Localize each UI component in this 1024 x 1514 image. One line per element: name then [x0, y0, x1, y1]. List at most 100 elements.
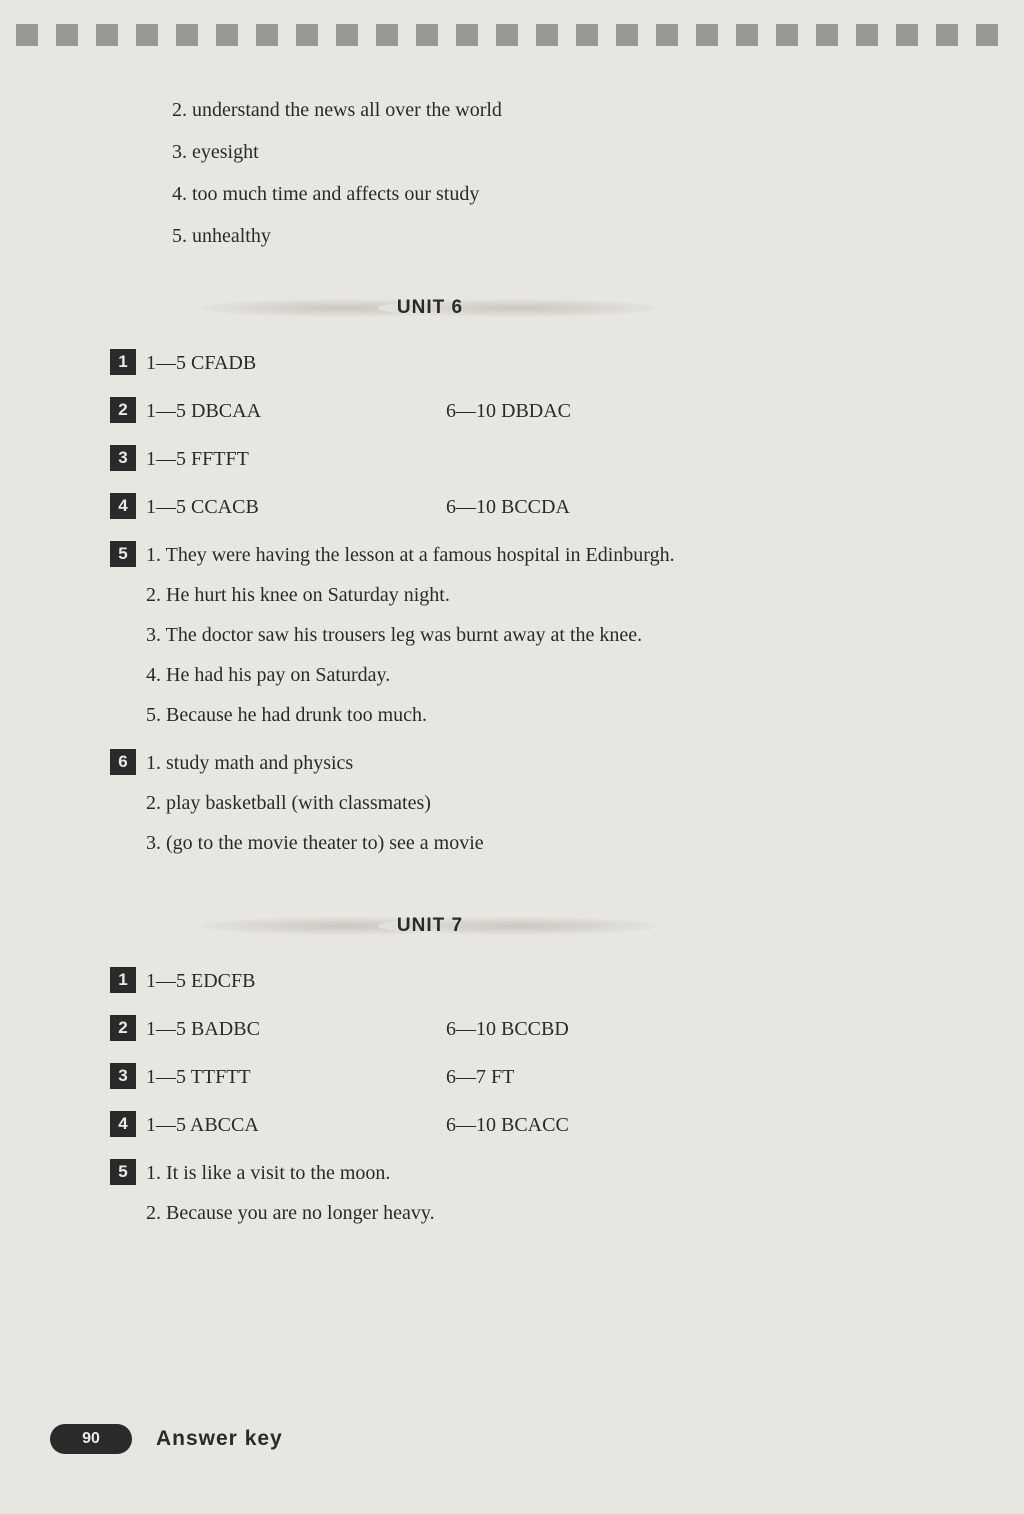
- unit7-body: 1 1—5 EDCFB 2 1—5 BADBC6—10 BCCBD 3 1—5 TTFTT…: [110, 961, 984, 1233]
- unit6-title: UNIT 6: [397, 297, 463, 319]
- border-square: [736, 24, 758, 46]
- answer-col1: 1—5 BADBC: [146, 1009, 446, 1049]
- unit6-section-6: 6 1. study math and physics2. play basket…: [110, 743, 984, 863]
- answer-two-col: 1—5 TTFTT6—7 FT: [146, 1057, 984, 1097]
- answer-line: 2. Because you are no longer heavy.: [146, 1193, 984, 1233]
- unit7-section-1: 1 1—5 EDCFB: [110, 961, 984, 1001]
- answer-col2: [446, 961, 984, 1001]
- section-number-badge: 2: [110, 1015, 136, 1041]
- border-square: [136, 24, 158, 46]
- border-square: [936, 24, 958, 46]
- answer-line: 3. The doctor saw his trousers leg was b…: [146, 615, 984, 655]
- section-number-badge: 2: [110, 397, 136, 423]
- answer-col2: 6—10 DBDAC: [446, 391, 984, 431]
- unit6-header: UNIT 6: [110, 296, 750, 319]
- answer-line: 3. (go to the movie theater to) see a mo…: [146, 823, 984, 863]
- border-square: [416, 24, 438, 46]
- border-square: [496, 24, 518, 46]
- answer-col1: 1—5 DBCAA: [146, 391, 446, 431]
- top-square-border: [16, 24, 1024, 48]
- answer-col2: 6—10 BCCBD: [446, 1009, 984, 1049]
- section-number-badge: 1: [110, 967, 136, 993]
- unit7-section-2: 2 1—5 BADBC6—10 BCCBD: [110, 1009, 984, 1049]
- answer-two-col: 1—5 ABCCA6—10 BCACC: [146, 1105, 984, 1145]
- border-square: [976, 24, 998, 46]
- unit7-section-3: 3 1—5 TTFTT6—7 FT: [110, 1057, 984, 1097]
- answer-two-col: 1—5 CCACB6—10 BCCDA: [146, 487, 984, 527]
- unit6-section-5: 5 1. They were having the lesson at a fam…: [110, 535, 984, 735]
- border-square: [896, 24, 918, 46]
- border-square: [696, 24, 718, 46]
- section-body: 1—5 CCACB6—10 BCCDA: [146, 487, 984, 527]
- answer-line: 1. study math and physics: [146, 743, 984, 783]
- border-square: [16, 24, 38, 46]
- section-body: 1. They were having the lesson at a famo…: [146, 535, 984, 735]
- border-square: [656, 24, 678, 46]
- section-number-badge: 1: [110, 349, 136, 375]
- unit6-section-1: 1 1—5 CFADB: [110, 343, 984, 383]
- answer-line: 4. He had his pay on Saturday.: [146, 655, 984, 695]
- answer-line: 5. Because he had drunk too much.: [146, 695, 984, 735]
- answer-col2: 6—10 BCCDA: [446, 487, 984, 527]
- section-number-badge: 4: [110, 1111, 136, 1137]
- answer-col1: 1—5 EDCFB: [146, 961, 446, 1001]
- border-square: [336, 24, 358, 46]
- section-body: 1—5 EDCFB: [146, 961, 984, 1001]
- answer-line: 2. He hurt his knee on Saturday night.: [146, 575, 984, 615]
- unit6-section-4: 4 1—5 CCACB6—10 BCCDA: [110, 487, 984, 527]
- border-square: [376, 24, 398, 46]
- unit7-section-5: 51. It is like a visit to the moon.2. Be…: [110, 1153, 984, 1233]
- intro-list: 2. understand the news all over the worl…: [172, 90, 984, 256]
- answer-col2: [446, 343, 984, 383]
- border-square: [456, 24, 478, 46]
- unit6-body: 1 1—5 CFADB 2 1—5 DBCAA6—10 DBDAC 3 1—5 FFTFT…: [110, 343, 984, 863]
- section-body: 1—5 FFTFT: [146, 439, 984, 479]
- section-body: 1. study math and physics2. play basketb…: [146, 743, 984, 863]
- border-square: [576, 24, 598, 46]
- unit7-section-4: 4 1—5 ABCCA6—10 BCACC: [110, 1105, 984, 1145]
- answer-two-col: 1—5 BADBC6—10 BCCBD: [146, 1009, 984, 1049]
- section-number-badge: 3: [110, 445, 136, 471]
- section-body: 1. It is like a visit to the moon.2. Bec…: [146, 1153, 984, 1233]
- answer-col2: 6—7 FT: [446, 1057, 984, 1097]
- unit6-section-2: 2 1—5 DBCAA6—10 DBDAC: [110, 391, 984, 431]
- border-square: [96, 24, 118, 46]
- answer-col2: 6—10 BCACC: [446, 1105, 984, 1145]
- answer-line: 2. play basketball (with classmates): [146, 783, 984, 823]
- section-number-badge: 6: [110, 749, 136, 775]
- border-square: [616, 24, 638, 46]
- section-number-badge: 4: [110, 493, 136, 519]
- page-number-badge: 90: [50, 1424, 132, 1454]
- border-square: [816, 24, 838, 46]
- page-content: 2. understand the news all over the worl…: [110, 90, 984, 1241]
- answer-two-col: 1—5 FFTFT: [146, 439, 984, 479]
- answer-two-col: 1—5 CFADB: [146, 343, 984, 383]
- border-square: [256, 24, 278, 46]
- answer-col2: [446, 439, 984, 479]
- section-body: 1—5 ABCCA6—10 BCACC: [146, 1105, 984, 1145]
- answer-line: 1. It is like a visit to the moon.: [146, 1153, 984, 1193]
- page-footer: 90 Answer key: [50, 1424, 283, 1454]
- section-sub-items: 1. study math and physics2. play basketb…: [146, 743, 984, 863]
- unit7-title: UNIT 7: [397, 915, 463, 937]
- section-number-badge: 3: [110, 1063, 136, 1089]
- answer-col1: 1—5 TTFTT: [146, 1057, 446, 1097]
- border-square: [856, 24, 878, 46]
- answer-two-col: 1—5 EDCFB: [146, 961, 984, 1001]
- footer-label: Answer key: [156, 1427, 283, 1451]
- intro-item: 2. understand the news all over the worl…: [172, 90, 984, 130]
- section-sub-items: 1. They were having the lesson at a famo…: [146, 535, 984, 735]
- border-square: [776, 24, 798, 46]
- border-square: [216, 24, 238, 46]
- border-square: [536, 24, 558, 46]
- intro-item: 3. eyesight: [172, 132, 984, 172]
- section-body: 1—5 CFADB: [146, 343, 984, 383]
- border-square: [56, 24, 78, 46]
- answer-two-col: 1—5 DBCAA6—10 DBDAC: [146, 391, 984, 431]
- section-body: 1—5 TTFTT6—7 FT: [146, 1057, 984, 1097]
- answer-col1: 1—5 CFADB: [146, 343, 446, 383]
- unit7-header: UNIT 7: [110, 913, 750, 936]
- section-body: 1—5 BADBC6—10 BCCBD: [146, 1009, 984, 1049]
- border-square: [296, 24, 318, 46]
- section-number-badge: 5: [110, 541, 136, 567]
